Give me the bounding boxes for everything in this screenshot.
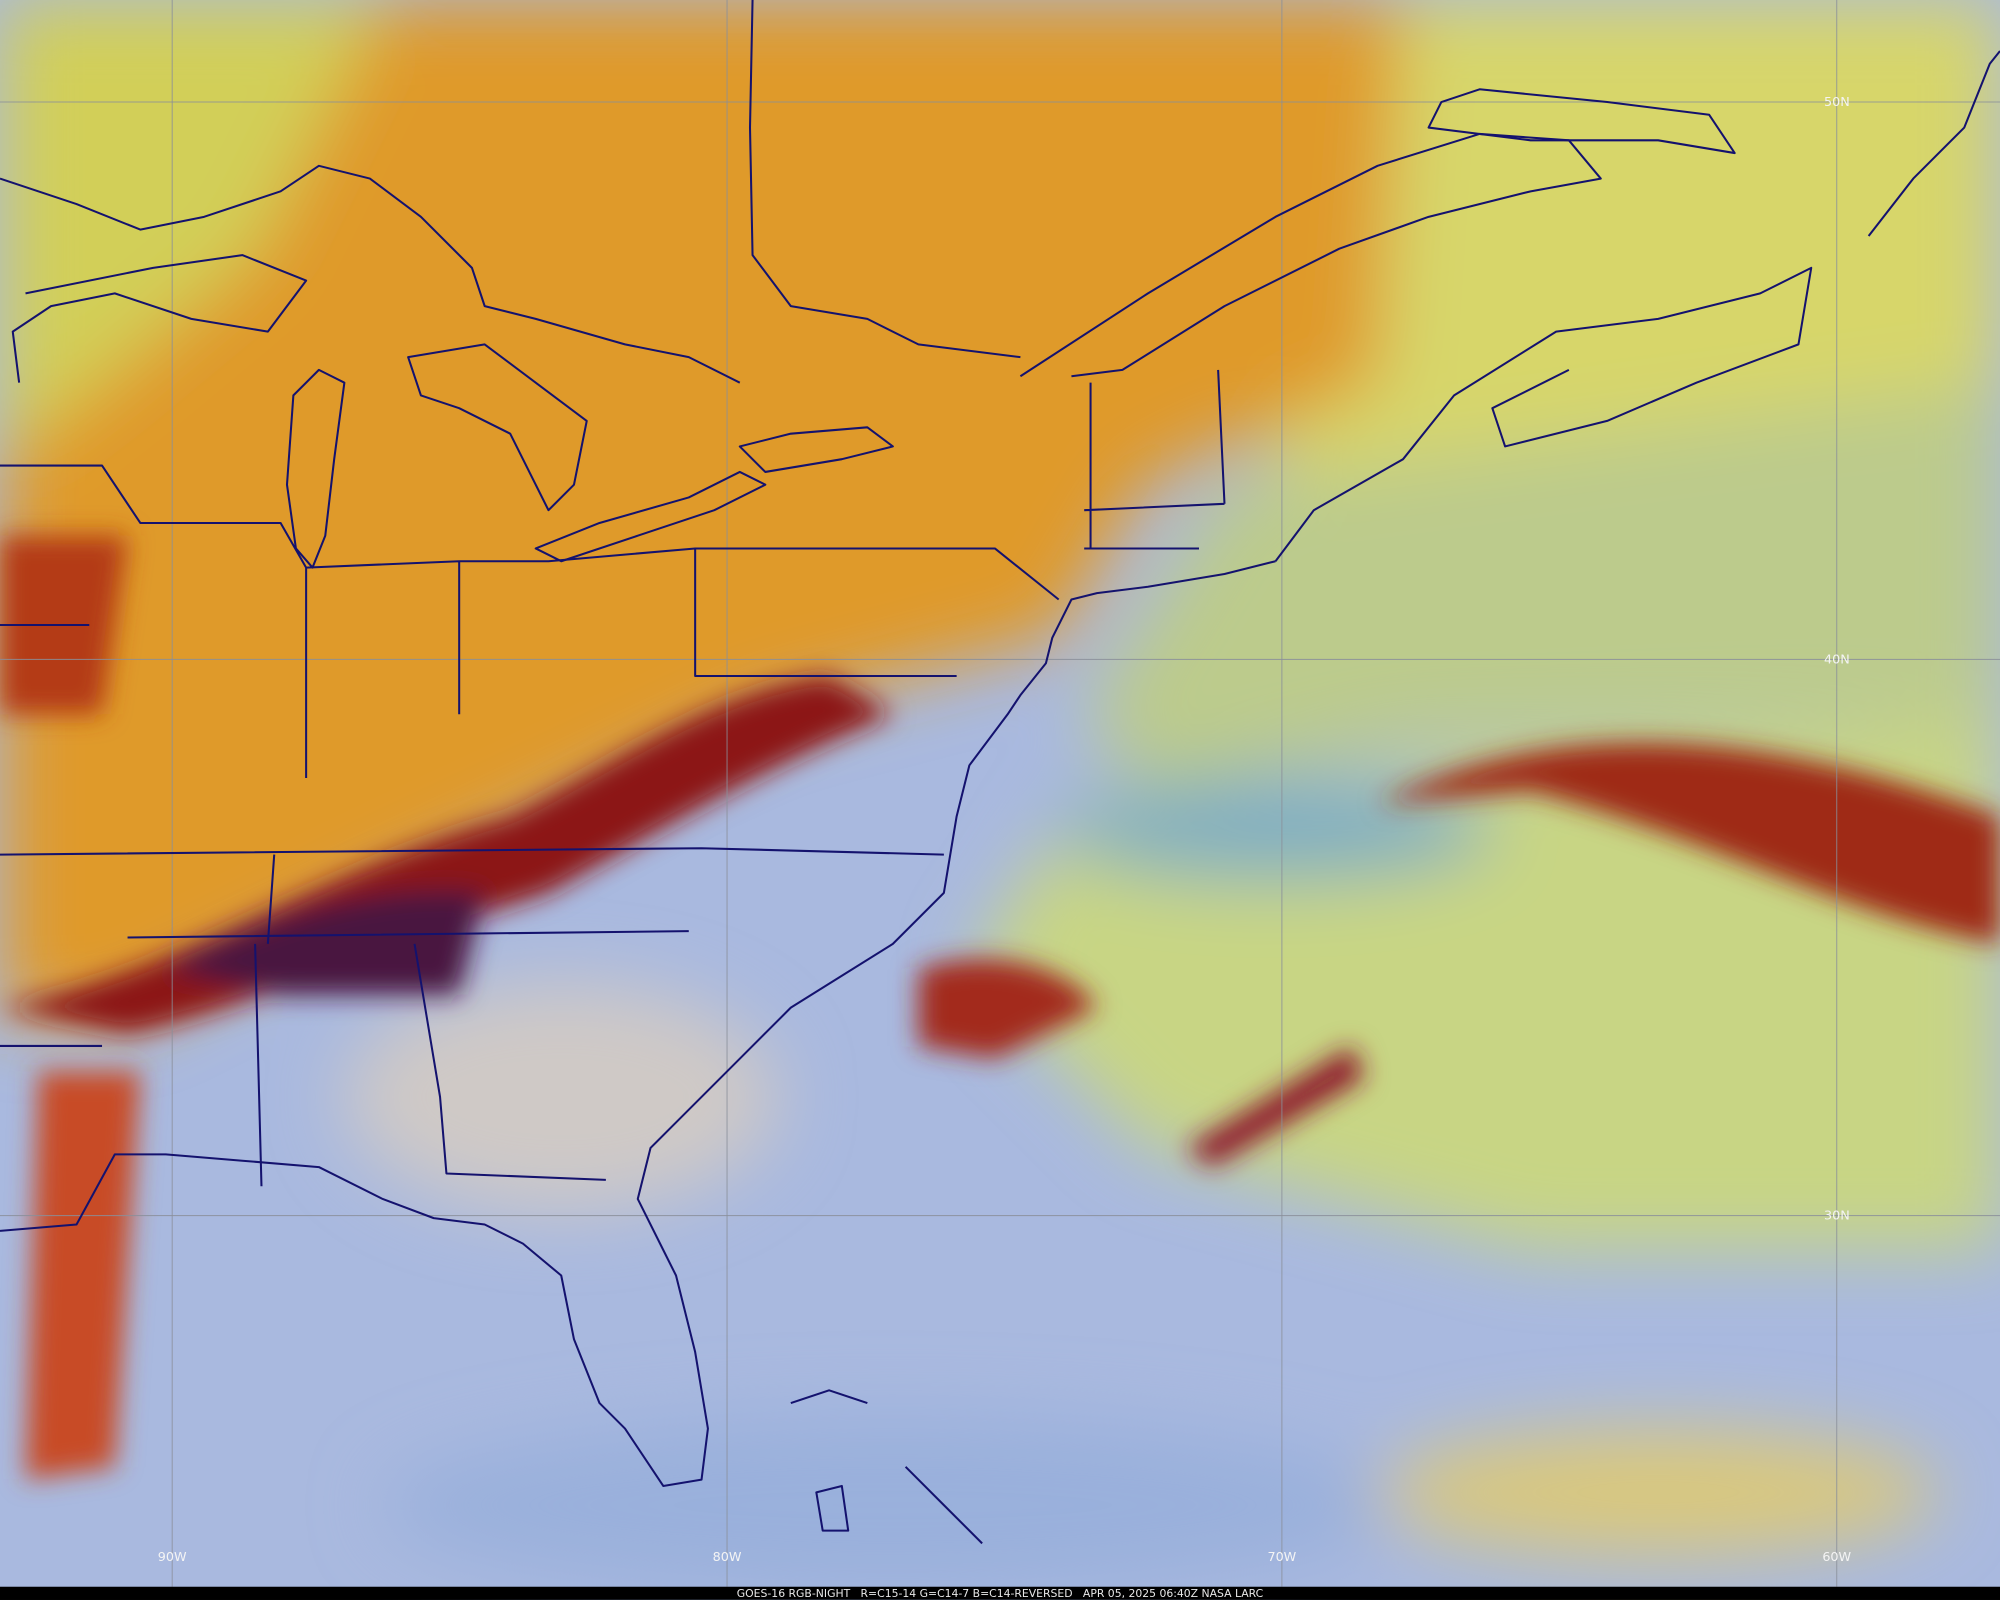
coastline <box>0 560 1276 1487</box>
caption-bar <box>0 1586 2000 1600</box>
coastline <box>1274 266 1813 562</box>
st-lawrence <box>1019 132 1602 378</box>
state-border <box>0 369 1226 1187</box>
lon-label: 60W <box>1822 1550 1851 1565</box>
lake-superior <box>0 164 741 384</box>
lake-superior <box>11 254 308 383</box>
lon-label: 80W <box>713 1550 742 1565</box>
lake-michigan <box>285 368 346 569</box>
cold-cloud-bands <box>0 535 2000 1480</box>
bahamas <box>790 1389 983 1545</box>
caption: GOES-16 RGB-NIGHT R=C15-14 G=C14-7 B=C14… <box>737 1587 1263 1600</box>
lake-erie <box>534 470 767 563</box>
lon-label: 90W <box>158 1550 187 1565</box>
lake-huron <box>407 343 588 512</box>
lake-ontario <box>738 426 894 473</box>
lat-label: 40N <box>1824 652 1850 667</box>
coastline <box>1427 88 1736 155</box>
coastlines <box>0 0 2000 1545</box>
lat-label: 50N <box>1824 95 1850 110</box>
coastline <box>1867 50 2000 237</box>
lat-label: 30N <box>1824 1208 1850 1223</box>
grid-labels: 50N 40N 30N 90W 80W 70W 60W <box>158 95 1852 1565</box>
lon-label: 70W <box>1267 1550 1296 1565</box>
border <box>748 0 1021 359</box>
